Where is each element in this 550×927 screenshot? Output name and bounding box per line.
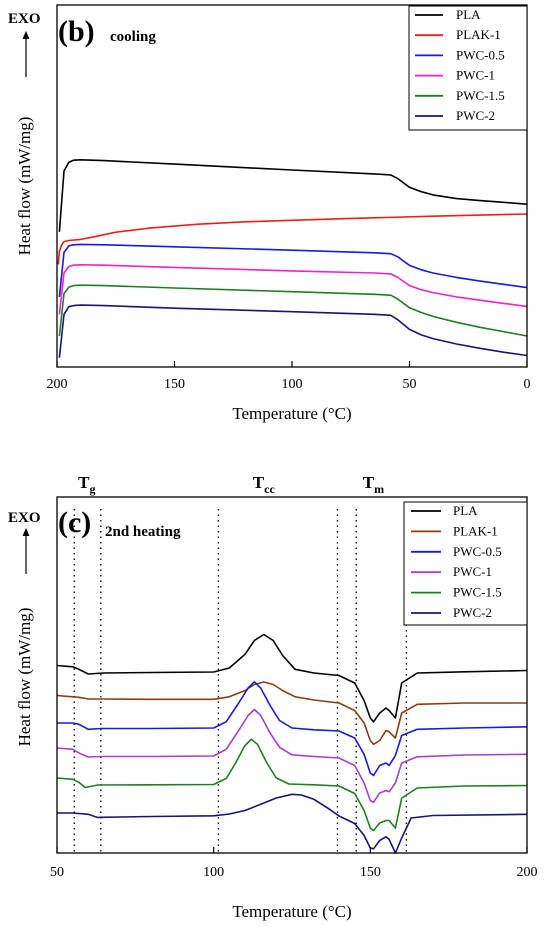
x-tick-label: 100 — [282, 377, 303, 392]
panel-subtitle: cooling — [110, 29, 156, 45]
transition-label-main: T — [253, 473, 265, 492]
transition-label: Tcc — [253, 473, 276, 496]
x-tick-label: 50 — [50, 865, 64, 880]
legend-entry: PWC-1.5 — [453, 585, 502, 600]
exo-arrow-icon — [22, 31, 30, 39]
series-line-pla — [56, 633, 528, 723]
series-line-plak-1 — [56, 681, 527, 746]
x-tick-label: 0 — [524, 377, 531, 392]
x-tick-label: 150 — [164, 377, 185, 392]
chart-panel-c: 50 100 150 200 Temperature (°C) Heat flow (mW… — [8, 473, 538, 921]
series-line-pwc-1 — [56, 708, 528, 804]
legend-box — [403, 501, 528, 626]
x-axis-title: Temperature (°C) — [232, 404, 351, 423]
legend: PLA PLAK-1 PWC-0.5 PWC-1 PWC-1.5 PWC-2 — [408, 5, 528, 131]
legend-entry: PWC-1.5 — [456, 88, 505, 103]
legend-entry: PWC-1 — [456, 68, 495, 83]
x-tick-label: 150 — [360, 865, 381, 880]
transition-label-sub: g — [89, 482, 95, 496]
exo-label: EXO — [8, 510, 41, 526]
y-axis-title: Heat flow (mW/mg) — [15, 117, 34, 256]
series-line-pwc-0-5 — [57, 681, 528, 777]
x-tick-label: 100 — [203, 865, 224, 880]
x-tick-label: 50 — [403, 377, 417, 392]
panel-subtitle: 2nd heating — [105, 524, 181, 540]
plot-frame — [56, 496, 528, 854]
legend-entry: PLAK-1 — [456, 27, 501, 42]
y-axis-title: Heat flow (mW/mg) — [15, 608, 34, 747]
x-tick-label: 200 — [517, 865, 538, 880]
legend-box — [408, 5, 528, 131]
transition-label-main: T — [363, 473, 375, 492]
legend-entry: PWC-0.5 — [456, 47, 505, 62]
legend-entry: PWC-2 — [453, 605, 492, 620]
series-line-plak-1 — [57, 213, 528, 265]
series-line-pla — [58, 159, 528, 232]
panel-letter: (c) — [58, 506, 91, 539]
legend-entry: PLAK-1 — [453, 523, 498, 538]
legend-entry: PLA — [453, 503, 478, 518]
series-line-pwc-1-5 — [58, 284, 528, 337]
x-tick-label: 200 — [47, 377, 68, 392]
series-line-pwc-1 — [58, 264, 528, 315]
legend-entry: PWC-2 — [456, 108, 495, 123]
exo-arrow-icon — [22, 528, 30, 536]
series-line-pwc-0-5 — [58, 243, 528, 297]
transition-label: Tg — [78, 473, 95, 496]
transition-label: Tm — [363, 473, 384, 496]
legend: PLA PLAK-1 PWC-0.5 PWC-1 PWC-1.5 PWC-2 — [403, 501, 528, 626]
chart-panel-b: 200 150 100 50 0 Temperature (°C) Heat flow (m… — [8, 4, 531, 423]
series-line-pwc-1-5 — [56, 738, 528, 832]
legend-entry: PLA — [456, 7, 481, 22]
transition-label-main: T — [78, 473, 90, 492]
exo-label: EXO — [8, 11, 41, 27]
legend-entry: PWC-0.5 — [453, 544, 502, 559]
series-line-pwc-2 — [58, 304, 528, 358]
series-line-pwc-2 — [57, 793, 528, 854]
panel-letter: (b) — [58, 15, 95, 48]
x-axis-title: Temperature (°C) — [232, 902, 351, 921]
transition-label-sub: cc — [264, 482, 275, 496]
transition-label-sub: m — [374, 482, 384, 496]
legend-entry: PWC-1 — [453, 564, 492, 579]
